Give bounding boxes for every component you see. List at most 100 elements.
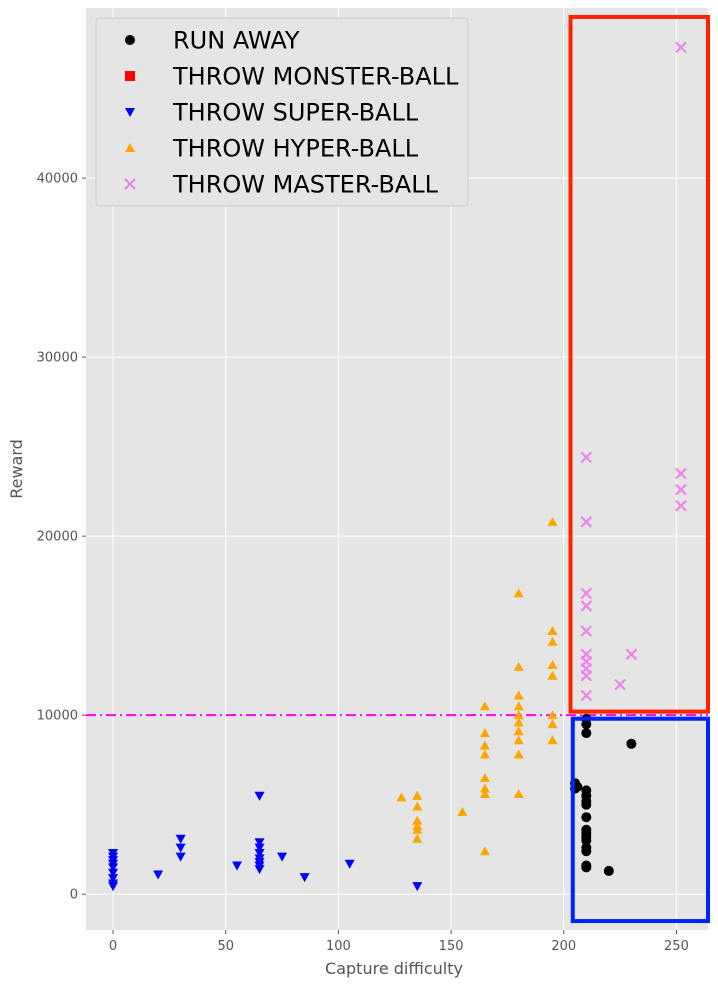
legend-label-throw-monster-ball: THROW MONSTER-BALL	[172, 63, 459, 91]
point-throw-hyper-ball	[513, 735, 524, 745]
y-tick-label: 40000	[37, 172, 78, 187]
point-throw-master-ball	[625, 648, 638, 661]
point-throw-hyper-ball	[513, 661, 524, 671]
point-throw-hyper-ball	[547, 660, 558, 670]
point-throw-hyper-ball	[547, 516, 558, 526]
point-run-away	[626, 738, 637, 749]
point-throw-hyper-ball	[479, 772, 490, 782]
point-throw-super-ball	[254, 843, 265, 853]
point-throw-super-ball	[175, 852, 186, 862]
point-throw-hyper-ball	[547, 626, 558, 636]
axis-ticks: 0 50 100 150 200 250 0 10000 20000 30000 40000	[37, 172, 689, 954]
point-throw-hyper-ball	[479, 788, 490, 798]
point-throw-super-ball	[277, 852, 288, 862]
legend-label-throw-hyper-ball: THROW HYPER-BALL	[172, 135, 419, 163]
point-throw-master-ball	[580, 587, 593, 600]
legend: RUN AWAY THROW MONSTER-BALL THROW SUPER-BA…	[95, 17, 469, 207]
point-throw-hyper-ball	[513, 717, 524, 727]
y-tick-label: 0	[70, 888, 78, 903]
point-run-away	[581, 812, 592, 823]
point-throw-hyper-ball	[513, 588, 524, 598]
legend-label-throw-super-ball: THROW SUPER-BALL	[172, 99, 419, 127]
data-points	[108, 41, 687, 892]
point-throw-super-ball	[108, 874, 119, 884]
point-throw-super-ball	[254, 791, 265, 801]
point-throw-master-ball	[675, 483, 687, 496]
point-run-away	[581, 799, 592, 810]
point-throw-hyper-ball	[412, 824, 423, 834]
point-run-away	[572, 781, 583, 792]
point-throw-super-ball	[231, 861, 242, 871]
legend-label-throw-master-ball: THROW MASTER-BALL	[172, 171, 439, 199]
point-throw-hyper-ball	[513, 710, 524, 720]
point-throw-hyper-ball	[479, 701, 490, 711]
point-throw-hyper-ball	[479, 728, 490, 738]
point-throw-hyper-ball	[412, 833, 423, 843]
point-throw-super-ball	[108, 868, 119, 878]
legend-marker-throw-hyper-ball	[125, 143, 135, 152]
point-throw-hyper-ball	[412, 815, 423, 825]
point-throw-hyper-ball	[479, 846, 490, 856]
point-throw-master-ball	[614, 678, 626, 691]
point-throw-super-ball	[344, 859, 355, 869]
y-tick-label: 10000	[37, 709, 78, 724]
legend-label-run-away: RUN AWAY	[173, 27, 300, 55]
point-throw-master-ball	[580, 516, 593, 528]
legend-frame	[95, 17, 469, 207]
point-throw-super-ball	[175, 834, 186, 844]
point-throw-super-ball	[108, 882, 119, 892]
point-run-away	[581, 719, 592, 730]
point-throw-hyper-ball	[513, 690, 524, 700]
point-throw-super-ball	[299, 873, 310, 883]
x-tick-label: 100	[326, 939, 351, 954]
y-axis-label: Reward	[7, 439, 26, 499]
point-throw-master-ball	[675, 467, 687, 480]
point-throw-super-ball	[412, 882, 423, 892]
point-run-away	[581, 846, 592, 857]
point-throw-hyper-ball	[412, 801, 423, 811]
point-throw-master-ball	[580, 625, 593, 637]
point-throw-master-ball	[580, 670, 593, 682]
point-throw-super-ball	[254, 838, 265, 848]
point-throw-super-ball	[108, 863, 119, 873]
legend-marker-throw-monster-ball	[125, 71, 135, 81]
highlight-boxes	[568, 14, 710, 924]
point-run-away	[603, 865, 614, 876]
point-run-away	[581, 862, 592, 873]
legend-marker-throw-master-ball	[124, 178, 136, 190]
point-throw-master-ball	[580, 451, 593, 464]
x-tick-label: 200	[551, 939, 576, 954]
blue-box	[570, 716, 710, 924]
point-throw-super-ball	[175, 843, 186, 853]
point-throw-hyper-ball	[396, 792, 407, 802]
point-throw-hyper-ball	[479, 740, 490, 750]
point-run-away	[581, 835, 592, 846]
point-throw-hyper-ball	[479, 783, 490, 793]
legend-marker-throw-super-ball	[125, 108, 135, 117]
point-throw-super-ball	[153, 870, 164, 880]
point-run-away	[581, 728, 592, 739]
point-throw-hyper-ball	[513, 726, 524, 736]
point-throw-hyper-ball	[547, 670, 558, 680]
point-throw-master-ball	[675, 41, 687, 54]
point-throw-master-ball	[580, 689, 593, 702]
x-tick-label: 50	[217, 939, 234, 954]
point-throw-master-ball	[675, 499, 687, 512]
point-throw-hyper-ball	[513, 749, 524, 759]
point-throw-master-ball	[580, 600, 593, 612]
x-tick-label: 0	[109, 939, 117, 954]
point-throw-hyper-ball	[547, 710, 558, 720]
y-tick-label: 20000	[37, 530, 78, 545]
point-throw-hyper-ball	[412, 790, 423, 800]
point-throw-hyper-ball	[479, 749, 490, 759]
legend-marker-run-away	[125, 35, 135, 45]
point-throw-super-ball	[254, 865, 265, 875]
point-throw-hyper-ball	[457, 806, 468, 816]
x-axis-label: Capture difficulty	[325, 959, 463, 978]
x-tick-label: 150	[439, 939, 464, 954]
x-tick-label: 250	[664, 939, 689, 954]
point-throw-hyper-ball	[547, 735, 558, 745]
point-throw-hyper-ball	[513, 788, 524, 798]
point-throw-super-ball	[254, 849, 265, 859]
